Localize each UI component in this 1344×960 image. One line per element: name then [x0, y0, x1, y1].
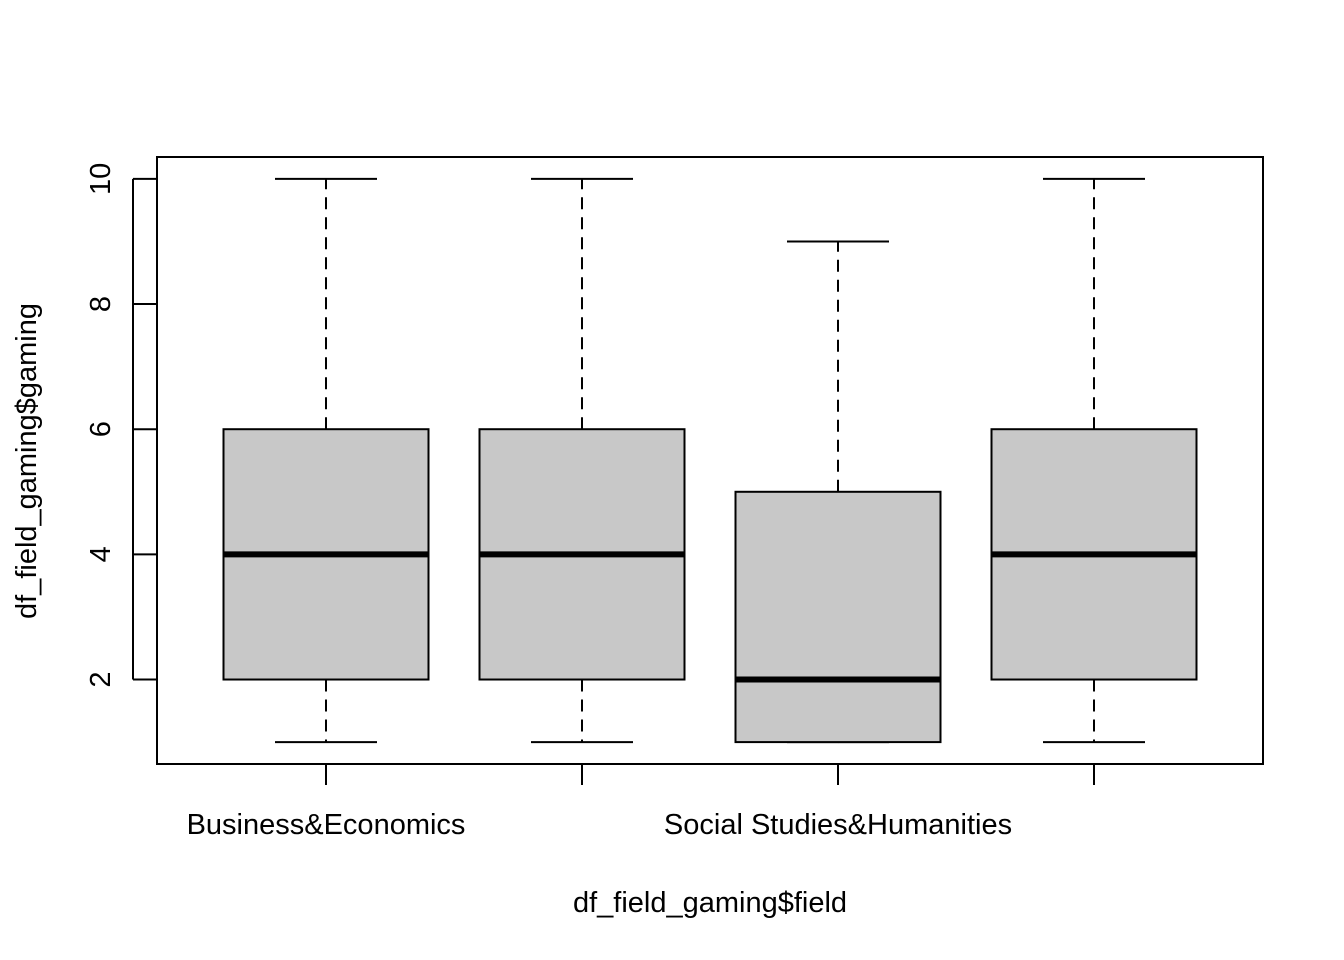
y-tick-label: 10 — [85, 163, 117, 195]
box-group-2 — [478, 177, 686, 744]
box-group-1 — [222, 177, 430, 744]
box-group-4 — [990, 177, 1198, 744]
y-tick-label: 6 — [85, 421, 117, 437]
boxes-layer — [222, 177, 1198, 744]
box-group-3 — [734, 240, 942, 744]
y-axis: 2 4 6 8 10 — [85, 163, 157, 688]
x-tick-label: Social Studies&Humanities — [664, 809, 1012, 841]
x-axis-title: df_field_gaming$field — [573, 887, 847, 919]
x-axis: Business&Economics Social Studies&Humanit… — [187, 763, 1095, 841]
x-tick-label: Business&Economics — [187, 809, 466, 841]
box-iqr — [734, 490, 942, 744]
y-tick-label: 8 — [85, 296, 117, 312]
y-axis-title: df_field_gaming$gaming — [11, 303, 43, 619]
y-tick-label: 2 — [85, 671, 117, 687]
y-tick-label: 4 — [85, 546, 117, 562]
